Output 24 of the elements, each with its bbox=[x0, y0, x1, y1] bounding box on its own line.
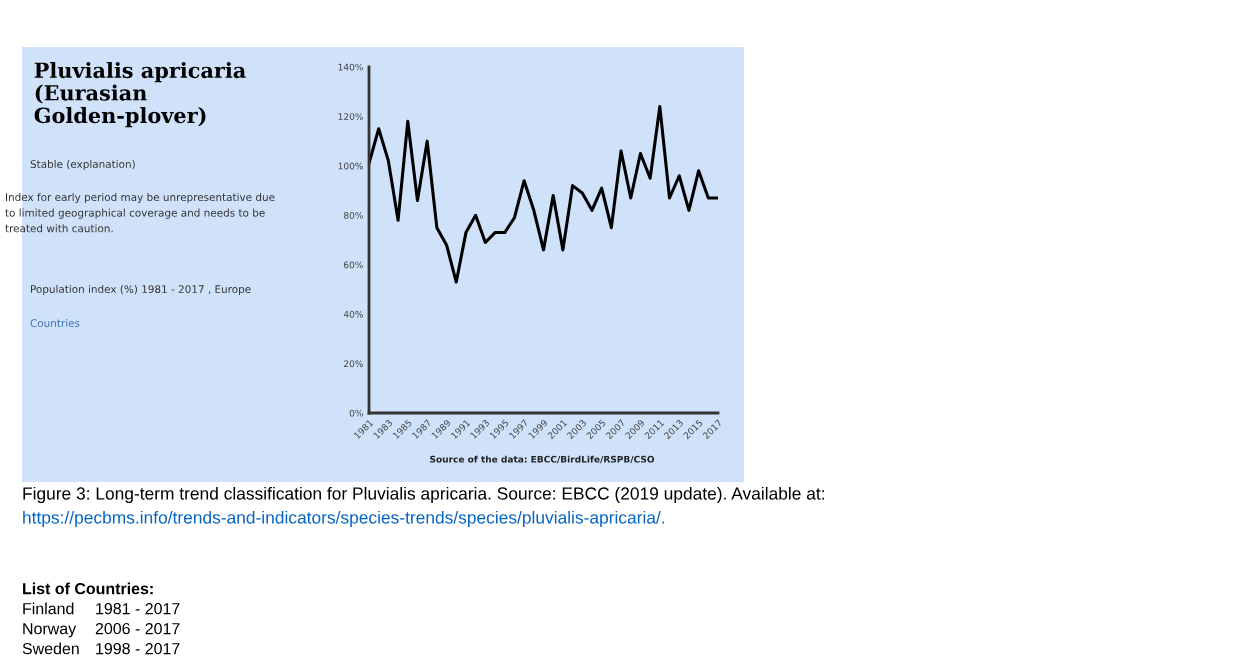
y-tick-label: 20% bbox=[344, 360, 363, 368]
text: Sweden bbox=[22, 642, 79, 655]
line-series bbox=[369, 105, 718, 284]
y-tick-label: 80% bbox=[343, 212, 363, 219]
text: 1981 - 2017 bbox=[96, 602, 180, 615]
source-note: Source of the data: EBCC/BirdLife/RSPB/CSO bbox=[430, 455, 655, 464]
text: 2006 - 2017 bbox=[95, 622, 180, 635]
text: Index for early period may be unrepresentative due to limited geographical coverage and needs to be treated with caution. bbox=[5, 193, 275, 233]
text: Population index (%) 1981 - 2017 , Europe bbox=[31, 284, 251, 296]
text: 1998 - 2017 bbox=[96, 642, 180, 655]
y-tick-label: 140% bbox=[338, 63, 363, 71]
text: Countries bbox=[30, 318, 80, 328]
text: https://pecbms.info/trends-and-indicators/species-trends/species/pluvialis-apricaria/. bbox=[23, 510, 665, 528]
y-tick-label: 60% bbox=[344, 261, 363, 269]
caption: Figure 3: Long-term trend classification for Pluvialis apricaria. Source: EBCC (2019 update). Available at: bbox=[23, 486, 824, 504]
y-tick-label: 120% bbox=[338, 113, 363, 120]
text: Stable (explanation) bbox=[30, 159, 135, 171]
y-tick-label: 40% bbox=[343, 310, 363, 318]
text: Finland bbox=[23, 602, 74, 615]
y-tick-label: 0% bbox=[349, 409, 363, 417]
y-tick-label: 100% bbox=[338, 162, 363, 170]
text: Norway bbox=[23, 623, 77, 638]
text: List of Countries: bbox=[23, 582, 153, 595]
text: Pluvialis apricaria (Eurasian Golden-plover) bbox=[34, 62, 246, 128]
